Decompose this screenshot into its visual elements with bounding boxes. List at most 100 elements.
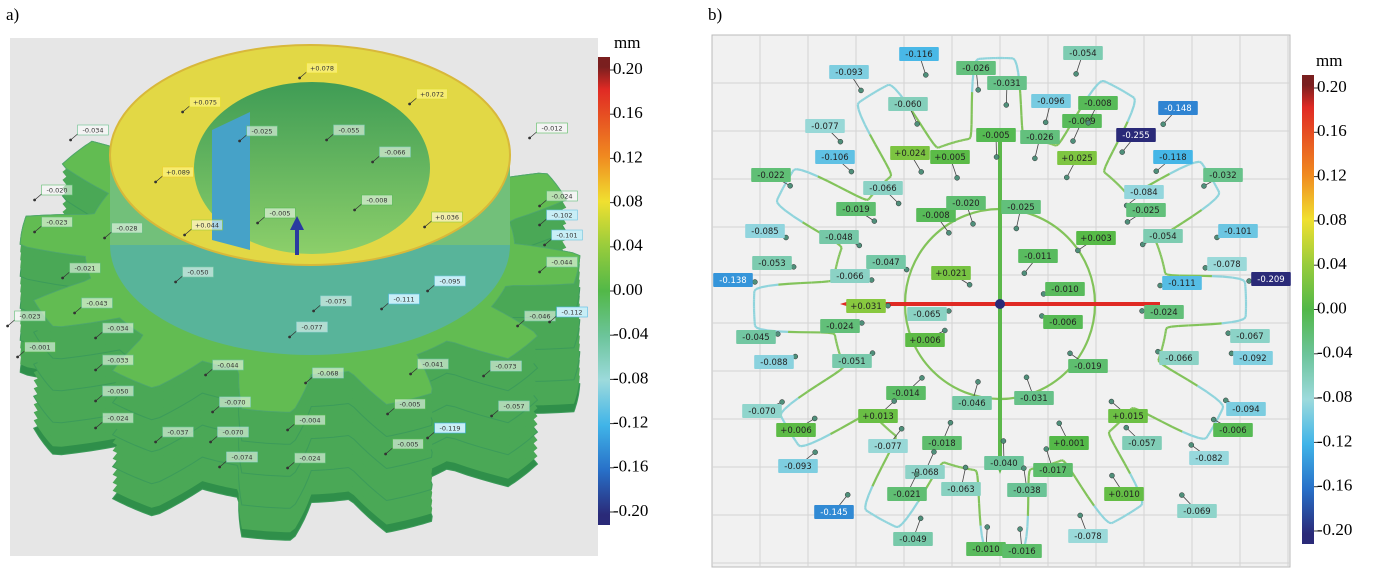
colorbar-tick-label: 0.00 (613, 280, 643, 299)
profile (1027, 470, 1031, 477)
profile (1214, 184, 1218, 188)
annotation-label: +0.036 (435, 214, 459, 222)
leader-dot (812, 449, 818, 455)
annotation-box (830, 269, 870, 283)
profile (1155, 243, 1159, 246)
annotation-label: -0.209 (1257, 275, 1284, 285)
profile (876, 516, 880, 520)
profile (969, 131, 973, 138)
leader-dot (1223, 397, 1229, 404)
leader (354, 203, 362, 211)
leader-dot (33, 230, 36, 234)
annotation-box (931, 266, 971, 280)
annotation-label: -0.044 (552, 259, 573, 267)
leader (62, 271, 70, 279)
annotation-box (752, 256, 792, 270)
annotation-label: -0.051 (838, 357, 865, 367)
profile (1118, 184, 1121, 188)
profile (882, 519, 886, 523)
profile (1113, 520, 1117, 524)
profile (872, 91, 876, 95)
leader (70, 133, 78, 141)
annotation-box (1014, 391, 1054, 405)
leader (104, 231, 112, 239)
profile (792, 215, 804, 224)
profile (938, 146, 941, 149)
annotation-box (1033, 463, 1073, 477)
profile (790, 171, 794, 175)
profile (881, 423, 885, 426)
annotation-box (1213, 423, 1253, 437)
leader-dot (848, 168, 855, 175)
annotation-box (1233, 351, 1273, 365)
leader (219, 460, 227, 468)
annotation-box (888, 97, 928, 111)
leader-dot (898, 425, 905, 432)
annotation-label: -0.038 (1013, 486, 1040, 496)
profile (1156, 244, 1159, 247)
annotation-box (556, 306, 588, 318)
leader-dot (538, 223, 541, 227)
profile (753, 324, 758, 329)
leader-dot (975, 379, 981, 385)
profile (861, 97, 865, 101)
annotation-label: -0.116 (905, 50, 932, 60)
leader-dot (837, 138, 844, 145)
leader-dot (1075, 247, 1081, 254)
profile (887, 522, 891, 526)
profile (884, 426, 888, 429)
annotation-box (1162, 276, 1202, 290)
annotation-box (829, 65, 869, 79)
annotation-box (551, 229, 583, 241)
leader-dot (204, 373, 208, 377)
annotation-box (246, 125, 278, 137)
leader-dot (103, 236, 106, 240)
leader-dot (858, 87, 864, 94)
annotation-box (754, 355, 794, 369)
leader-dot (1201, 183, 1207, 189)
profile (890, 84, 896, 90)
leader-dot (154, 440, 158, 444)
annotation-box (956, 61, 996, 75)
leader-dot (947, 419, 954, 426)
profile (778, 282, 790, 286)
leader (372, 155, 380, 163)
profile (855, 194, 864, 200)
colorbar-end (598, 57, 610, 67)
profile (872, 513, 876, 517)
annotation-label: -0.050 (108, 388, 129, 396)
profile (1208, 430, 1212, 434)
annotation-label: -0.046 (958, 399, 985, 409)
annotation-box (490, 360, 522, 372)
profile (867, 197, 871, 201)
leader-dot (94, 426, 97, 430)
annotation-label: -0.060 (894, 100, 921, 110)
profile (884, 162, 891, 170)
leader-dot (426, 289, 429, 293)
profile (1113, 425, 1117, 428)
leader-dot (859, 320, 865, 326)
annotation-label: -0.040 (990, 459, 1017, 469)
annotation-label: -0.046 (530, 313, 551, 321)
profile (782, 184, 786, 188)
leader (95, 421, 103, 429)
profile (1178, 324, 1189, 328)
profile (882, 85, 886, 89)
annotation-label: -0.101 (557, 232, 578, 240)
annotation-box (189, 96, 221, 108)
profile (796, 168, 802, 172)
annotation-label: -0.004 (300, 417, 321, 425)
annotation-box (1062, 114, 1102, 128)
profile (1105, 80, 1109, 84)
annotation-box (1230, 329, 1270, 343)
profile (880, 518, 884, 522)
leader-dot (1077, 512, 1083, 519)
annotation-label: +0.005 (934, 153, 965, 163)
profile (863, 96, 867, 100)
leader-dot (1153, 168, 1159, 174)
colorbar-tick-label: -0.12 (1317, 431, 1352, 450)
profile (1221, 321, 1232, 325)
profile (860, 99, 864, 103)
colorbar-tick-label: 0.00 (1317, 298, 1347, 317)
profile (1190, 434, 1199, 440)
